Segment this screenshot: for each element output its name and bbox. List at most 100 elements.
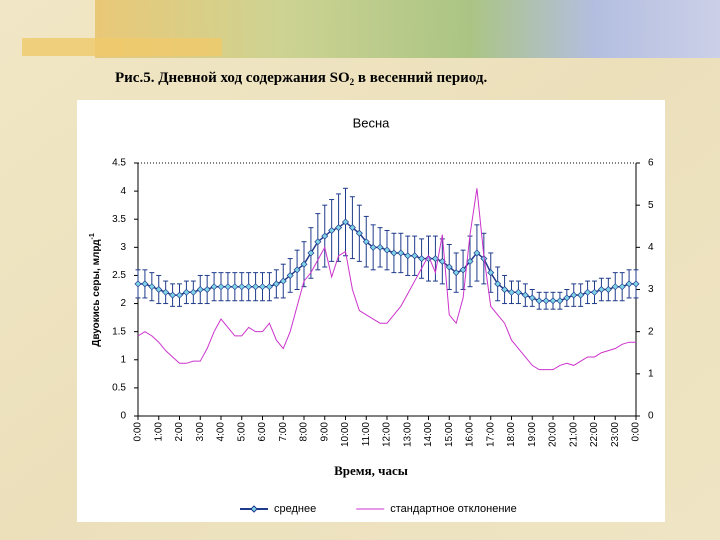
x-tick-label: 3:00 [195, 422, 206, 442]
marker [314, 238, 322, 246]
marker [487, 269, 495, 277]
marker [459, 266, 467, 274]
chart-title: Весна [353, 115, 391, 130]
marker [514, 288, 522, 296]
marker [452, 269, 460, 277]
marker [162, 288, 170, 296]
marker [535, 297, 543, 305]
slide-title-text: Рис.5. Дневной ход содержания SO [115, 70, 350, 86]
slide-title-text: в весенний период. [354, 70, 487, 86]
marker [238, 283, 246, 291]
marker [521, 291, 529, 299]
marker [176, 291, 183, 299]
x-tick-label: 21:00 [568, 422, 579, 447]
marker [542, 297, 550, 305]
marker [611, 283, 619, 291]
x-tick-label: 19:00 [527, 422, 538, 447]
marker [404, 252, 412, 260]
x-tick-label: 0:00 [631, 422, 642, 442]
marker [272, 280, 280, 288]
y-tick-label: 2.5 [112, 270, 126, 281]
x-tick-label: 12:00 [382, 422, 393, 447]
marker [390, 249, 398, 257]
marker [501, 286, 509, 293]
marker [549, 297, 557, 305]
marker [604, 286, 612, 293]
marker [210, 283, 218, 291]
x-tick-label: 1:00 [153, 422, 164, 442]
marker [528, 294, 536, 302]
marker [300, 260, 308, 268]
marker [217, 283, 225, 291]
x-tick-label: 15:00 [444, 422, 455, 447]
marker [265, 283, 273, 291]
marker [355, 229, 363, 237]
x-tick-label: 0:00 [133, 422, 144, 442]
marker [286, 271, 294, 279]
x-axis-label: Время, часы [334, 463, 408, 478]
marker [328, 226, 336, 234]
x-tick-label: 5:00 [236, 422, 247, 442]
marker [196, 286, 204, 293]
marker [418, 255, 426, 263]
marker [245, 283, 253, 291]
y-tick-label: 0 [120, 411, 126, 422]
x-tick-label: 2:00 [174, 422, 185, 442]
marker [425, 255, 432, 263]
x-tick-label: 7:00 [278, 422, 289, 442]
y2-tick-label: 0 [648, 411, 654, 422]
marker [618, 283, 626, 291]
x-tick-label: 14:00 [423, 422, 434, 447]
marker [203, 286, 211, 293]
legend-marker [250, 505, 258, 513]
marker [252, 283, 260, 291]
marker [445, 263, 453, 271]
marker [563, 294, 571, 302]
y-tick-label: 3.5 [112, 214, 126, 225]
x-tick-label: 4:00 [216, 422, 227, 442]
banner-strip [22, 38, 222, 56]
y-tick-label: 3 [120, 242, 126, 253]
marker [369, 243, 377, 251]
y-axis-label: Двуокись серы, млрд-1 [89, 233, 102, 347]
legend-label: стандартное отклонение [390, 503, 516, 515]
x-tick-label: 10:00 [340, 422, 351, 447]
marker [466, 257, 474, 265]
marker [570, 291, 578, 299]
marker [632, 280, 640, 288]
x-tick-label: 9:00 [319, 422, 330, 442]
y-axis-label-text: Двуокись серы, млрд [91, 239, 102, 347]
y-tick-label: 4.5 [112, 158, 126, 169]
slide-title: Рис.5. Дневной ход содержания SO2 в весе… [115, 70, 487, 87]
slide-title-subscript: 2 [350, 77, 355, 87]
marker [342, 218, 349, 226]
marker [169, 291, 177, 299]
marker [293, 266, 301, 274]
x-tick-label: 11:00 [361, 422, 372, 447]
marker [473, 249, 481, 257]
marker [376, 243, 384, 251]
y-tick-label: 4 [120, 186, 126, 197]
marker [279, 277, 287, 285]
x-tick-label: 20:00 [548, 422, 559, 447]
marker [494, 280, 502, 288]
x-tick-label: 13:00 [402, 422, 413, 447]
marker [259, 283, 266, 291]
marker [148, 283, 156, 291]
chart-panel [77, 100, 665, 522]
marker [134, 280, 142, 288]
marker [383, 246, 391, 254]
x-tick-label: 18:00 [506, 422, 517, 447]
marker [182, 288, 190, 296]
marker [348, 224, 356, 232]
y2-tick-label: 6 [648, 158, 654, 169]
y2-tick-label: 4 [648, 242, 654, 253]
marker [141, 280, 149, 288]
marker [307, 249, 315, 257]
y-tick-label: 1 [120, 354, 126, 365]
marker [591, 288, 598, 296]
marker [155, 286, 163, 293]
legend-label: среднее [274, 503, 316, 515]
marker [231, 283, 239, 291]
